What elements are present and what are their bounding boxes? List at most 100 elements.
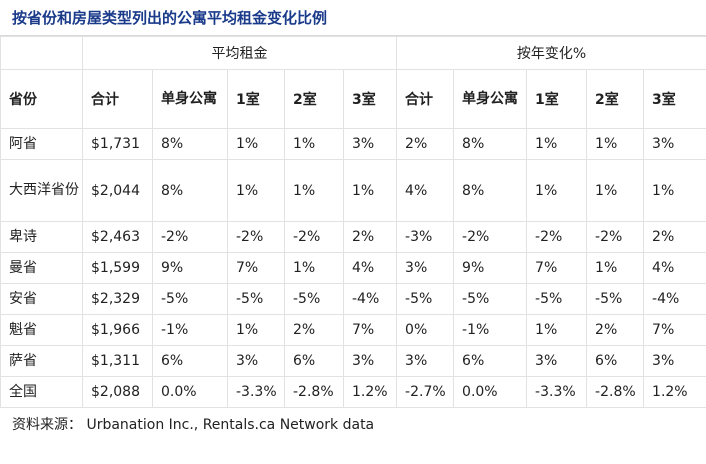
change-cell: -3% xyxy=(396,221,455,253)
rent-cell: -1% xyxy=(152,314,228,346)
change-cell: 7% xyxy=(643,314,706,346)
col-header-change-2room: 2室 xyxy=(586,69,645,129)
rent-cell: -4% xyxy=(342,283,398,315)
rent-cell: 8% xyxy=(152,128,228,160)
province-cell: 安省 xyxy=(0,283,83,315)
change-cell: 9% xyxy=(453,252,528,284)
change-cell: 6% xyxy=(586,345,645,377)
rent-cell: 2% xyxy=(284,314,344,346)
rent-table: 平均租金 按年变化% 省份 合计 单身公寓 1室 2室 3室 合计 单身公寓 1… xyxy=(0,36,706,408)
rent-cell: $1,966 xyxy=(82,314,153,346)
table-body: 阿省 $1,731 8% 1% 1% 3% 2% 8% 1% 1% 3% 大西洋省份 $2,044 8% 1… xyxy=(0,128,706,408)
province-cell: 阿省 xyxy=(0,128,83,160)
rent-cell: -2% xyxy=(284,221,344,253)
change-cell: 3% xyxy=(396,252,455,284)
change-cell: 3% xyxy=(643,345,706,377)
rent-cell: $2,044 xyxy=(82,159,153,222)
province-cell: 魁省 xyxy=(0,314,83,346)
change-cell: 8% xyxy=(453,128,528,160)
change-cell: 4% xyxy=(396,159,455,222)
change-cell: 0% xyxy=(396,314,455,346)
table-row: 大西洋省份 $2,044 8% 1% 1% 1% 4% 8% 1% 1% 1% xyxy=(0,159,706,222)
col-header-rent-3room: 3室 xyxy=(342,69,398,129)
rent-cell: -5% xyxy=(227,283,285,315)
rent-cell: $2,088 xyxy=(82,376,153,408)
change-cell: 3% xyxy=(526,345,588,377)
rent-cell: -3.3% xyxy=(227,376,285,408)
col-header-province: 省份 xyxy=(0,69,83,129)
group-header-avg-rent: 平均租金 xyxy=(81,36,398,70)
change-cell: 2% xyxy=(643,221,706,253)
rent-cell: 8% xyxy=(152,159,228,222)
table-row: 曼省 $1,599 9% 7% 1% 4% 3% 9% 7% 1% 4% xyxy=(0,252,706,284)
province-cell: 萨省 xyxy=(0,345,83,377)
rent-cell: 1% xyxy=(284,159,344,222)
rent-cell: -2% xyxy=(227,221,285,253)
change-cell: 1% xyxy=(586,252,645,284)
change-cell: -2% xyxy=(586,221,645,253)
change-cell: -2.7% xyxy=(396,376,455,408)
change-cell: 2% xyxy=(396,128,455,160)
change-cell: -1% xyxy=(453,314,528,346)
change-cell: 1% xyxy=(526,159,588,222)
source-note: 资料来源： Urbanation Inc., Rentals.ca Networ… xyxy=(12,417,375,433)
group-header-yoy-change: 按年变化% xyxy=(396,36,706,70)
col-header-rent-1room: 1室 xyxy=(227,69,285,129)
change-cell: -4% xyxy=(643,283,706,315)
change-cell: -3.3% xyxy=(526,376,588,408)
change-cell: 3% xyxy=(643,128,706,160)
rent-cell: 1% xyxy=(227,314,285,346)
table-row: 卑诗 $2,463 -2% -2% -2% 2% -3% -2% -2% -2% 2% xyxy=(0,221,706,253)
rent-cell: 3% xyxy=(342,128,398,160)
rent-cell: -5% xyxy=(152,283,228,315)
rent-cell: 6% xyxy=(284,345,344,377)
province-cell: 全国 xyxy=(0,376,83,408)
change-cell: -5% xyxy=(396,283,455,315)
table-row: 阿省 $1,731 8% 1% 1% 3% 2% 8% 1% 1% 3% xyxy=(0,128,706,160)
change-cell: 8% xyxy=(453,159,528,222)
change-cell: 2% xyxy=(586,314,645,346)
change-cell: -2% xyxy=(526,221,588,253)
column-header-row: 省份 合计 单身公寓 1室 2室 3室 合计 单身公寓 1室 2室 3室 xyxy=(0,69,706,129)
rent-cell: 3% xyxy=(342,345,398,377)
rent-cell: 1% xyxy=(227,159,285,222)
rent-cell: $2,463 xyxy=(82,221,153,253)
table-row: 魁省 $1,966 -1% 1% 2% 7% 0% -1% 1% 2% 7% xyxy=(0,314,706,346)
rent-cell: -5% xyxy=(284,283,344,315)
rent-cell: 1% xyxy=(227,128,285,160)
change-cell: 4% xyxy=(643,252,706,284)
col-header-rent-2room: 2室 xyxy=(284,69,344,129)
change-cell: 1.2% xyxy=(643,376,706,408)
rent-cell: $2,329 xyxy=(82,283,153,315)
rent-cell: $1,731 xyxy=(82,128,153,160)
province-cell: 大西洋省份 xyxy=(0,159,83,222)
rent-cell: 1% xyxy=(284,252,344,284)
province-cell: 卑诗 xyxy=(0,221,83,253)
rent-cell: 1% xyxy=(284,128,344,160)
col-header-rent-single: 单身公寓 xyxy=(152,69,228,129)
col-header-change-1room: 1室 xyxy=(526,69,588,129)
table-row: 安省 $2,329 -5% -5% -5% -4% -5% -5% -5% -5% -4% xyxy=(0,283,706,315)
col-header-change-single: 单身公寓 xyxy=(453,69,528,129)
change-cell: 1% xyxy=(526,128,588,160)
change-cell: -2.8% xyxy=(586,376,645,408)
col-header-change-3room: 3室 xyxy=(643,69,706,129)
table-title: 按省份和房屋类型列出的公寓平均租金变化比例 xyxy=(0,0,706,36)
rent-cell: 1% xyxy=(342,159,398,222)
change-cell: -5% xyxy=(526,283,588,315)
rent-cell: 6% xyxy=(152,345,228,377)
table-row: 全国 $2,088 0.0% -3.3% -2.8% 1.2% -2.7% 0.0% -3.3%… xyxy=(0,376,706,408)
rent-cell: 7% xyxy=(227,252,285,284)
rent-cell: 0.0% xyxy=(152,376,228,408)
rent-cell: $1,599 xyxy=(82,252,153,284)
rent-cell: 1.2% xyxy=(342,376,398,408)
rent-cell: -2% xyxy=(152,221,228,253)
change-cell: 6% xyxy=(453,345,528,377)
rent-cell: $1,311 xyxy=(82,345,153,377)
change-cell: -2% xyxy=(453,221,528,253)
change-cell: -5% xyxy=(586,283,645,315)
change-cell: 0.0% xyxy=(453,376,528,408)
change-cell: 7% xyxy=(526,252,588,284)
rent-cell: -2.8% xyxy=(284,376,344,408)
rent-cell: 4% xyxy=(342,252,398,284)
